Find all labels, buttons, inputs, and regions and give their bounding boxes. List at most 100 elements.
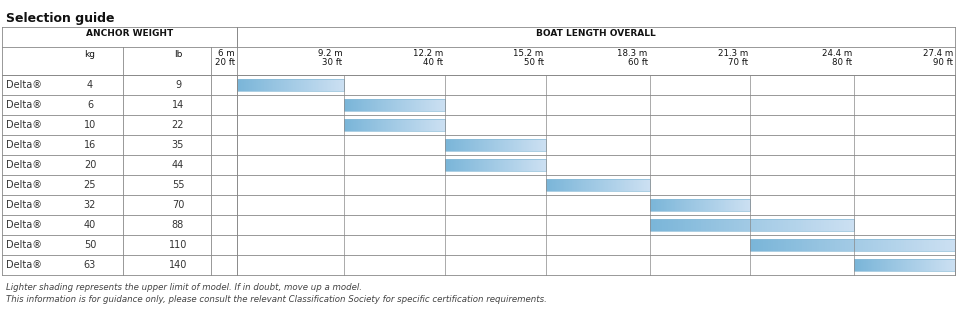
Bar (750, 239, 954, 251)
Bar (720, 199, 721, 211)
Bar (746, 219, 750, 231)
Bar (248, 79, 249, 91)
Bar (736, 199, 737, 211)
Bar (692, 199, 694, 211)
Bar (431, 119, 432, 131)
Bar (792, 219, 795, 231)
Bar (372, 99, 374, 111)
Bar (539, 139, 541, 151)
Text: 40 ft: 40 ft (423, 58, 443, 67)
Bar (465, 159, 466, 171)
Bar (808, 239, 811, 251)
Bar (270, 79, 272, 91)
Bar (941, 239, 945, 251)
Bar (900, 239, 903, 251)
Bar (913, 259, 914, 271)
Bar (499, 139, 501, 151)
Bar (249, 79, 251, 91)
Bar (569, 179, 570, 191)
Bar (729, 199, 731, 211)
Bar (702, 199, 703, 211)
Bar (304, 79, 306, 91)
Bar (376, 119, 377, 131)
Bar (864, 259, 865, 271)
Bar (277, 79, 279, 91)
Bar (530, 159, 531, 171)
Bar (865, 259, 867, 271)
Bar (885, 259, 887, 271)
Text: 6 m: 6 m (218, 49, 234, 58)
Bar (819, 239, 822, 251)
Bar (886, 259, 888, 271)
Bar (908, 239, 911, 251)
Bar (307, 79, 308, 91)
Text: 32: 32 (84, 200, 96, 210)
Bar (853, 259, 954, 271)
Bar (918, 259, 920, 271)
Bar (925, 239, 929, 251)
Bar (693, 219, 696, 231)
Bar (517, 159, 519, 171)
Bar (813, 239, 817, 251)
Bar (662, 219, 665, 231)
Bar (531, 159, 533, 171)
Bar (488, 139, 490, 151)
Bar (784, 219, 787, 231)
Bar (511, 159, 513, 171)
Bar (854, 259, 856, 271)
Bar (578, 179, 579, 191)
Bar (823, 219, 825, 231)
Bar (622, 179, 624, 191)
Bar (673, 199, 675, 211)
Bar (555, 179, 557, 191)
Bar (835, 219, 839, 231)
Bar (825, 219, 828, 231)
Bar (384, 119, 386, 131)
Bar (380, 119, 381, 131)
Bar (803, 239, 806, 251)
Bar (274, 79, 276, 91)
Bar (256, 79, 258, 91)
Bar (403, 119, 405, 131)
Text: Delta®: Delta® (6, 240, 42, 250)
Bar (902, 259, 904, 271)
Bar (857, 239, 860, 251)
Bar (254, 79, 256, 91)
Text: 16: 16 (84, 140, 96, 150)
Bar (494, 159, 495, 171)
Bar (697, 199, 699, 211)
Bar (899, 259, 900, 271)
Bar (435, 119, 437, 131)
Bar (679, 199, 681, 211)
Bar (449, 139, 450, 151)
Bar (924, 239, 926, 251)
Bar (765, 239, 768, 251)
Bar (744, 219, 747, 231)
Bar (405, 119, 407, 131)
Bar (468, 139, 470, 151)
Bar (512, 159, 514, 171)
Bar (461, 159, 462, 171)
Bar (535, 159, 537, 171)
Bar (601, 179, 603, 191)
Bar (447, 159, 449, 171)
Bar (370, 99, 372, 111)
Bar (779, 219, 782, 231)
Text: Delta®: Delta® (6, 220, 42, 230)
Text: Delta®: Delta® (6, 160, 42, 170)
Bar (401, 99, 403, 111)
Bar (511, 139, 513, 151)
Bar (712, 199, 714, 211)
Bar (714, 199, 716, 211)
Bar (344, 99, 346, 111)
Bar (311, 79, 313, 91)
Bar (488, 159, 490, 171)
Bar (818, 219, 821, 231)
Bar (360, 119, 362, 131)
Bar (363, 99, 364, 111)
Bar (799, 239, 801, 251)
Bar (554, 179, 556, 191)
Bar (370, 119, 372, 131)
Bar (348, 119, 350, 131)
Bar (501, 139, 503, 151)
